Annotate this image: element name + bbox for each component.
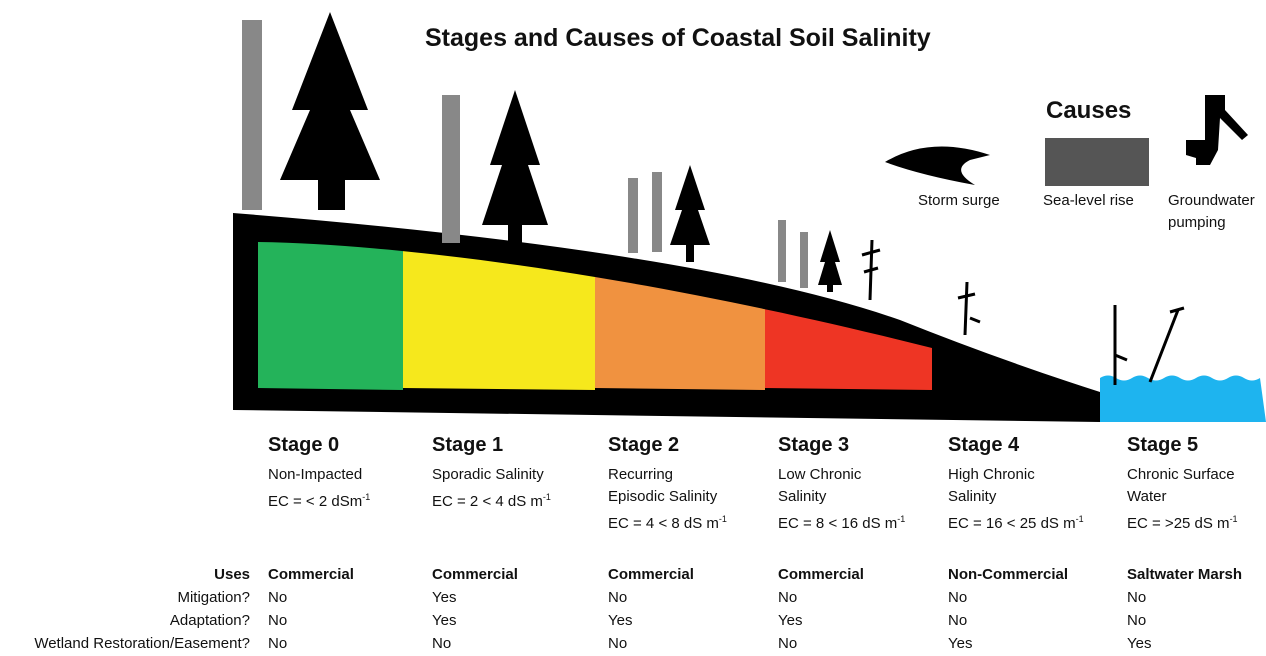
ec-exponent: -1 (1229, 514, 1238, 524)
storm-surge-icon (885, 146, 990, 185)
stage-name: Stage 3 (778, 434, 850, 456)
row-label: Mitigation? (177, 589, 250, 606)
use: Commercial (778, 566, 864, 583)
stage-description: Recurring (608, 466, 674, 483)
water (1100, 375, 1266, 422)
row-label: Uses (214, 566, 250, 583)
use: Saltwater Marsh (1127, 566, 1243, 583)
adaptation: No (948, 612, 968, 629)
mitigation: No (1127, 589, 1147, 606)
stage-description: High Chronic (948, 466, 1035, 483)
pump-icon (1186, 95, 1248, 165)
ec-exponent: -1 (897, 514, 906, 524)
cause: Groundwater pumping (1168, 192, 1255, 231)
causes-heading: Causes (1046, 97, 1132, 124)
stage-name: Stage 5 (1127, 434, 1199, 456)
dead-trees (861, 239, 1185, 385)
row-label: Adaptation? (169, 612, 250, 629)
adaptation: Yes (608, 612, 633, 629)
ec-text: EC = >25 dS m (1127, 515, 1230, 532)
stage-description: Water (1127, 488, 1167, 505)
wetland: No (268, 635, 288, 652)
ec-exponent: -1 (362, 492, 371, 502)
stage-ec: EC = >25 dS m-1 (1127, 508, 1238, 535)
trees (280, 12, 842, 292)
salinity-zone (765, 309, 932, 390)
use: Commercial (608, 566, 694, 583)
ec-text: EC = < 2 dSm (268, 493, 363, 510)
stage-description: Chronic Surface (1127, 466, 1235, 483)
ec-text: EC = 4 < 8 dS m (608, 515, 719, 532)
ec-exponent: -1 (718, 514, 727, 524)
adaptation: No (268, 612, 288, 629)
stage-ec: EC = 16 < 25 dS m-1 (948, 508, 1084, 535)
mitigation: Yes (432, 589, 457, 606)
adaptation: Yes (778, 612, 803, 629)
sea-level-icon (1045, 138, 1149, 186)
salinity-zone (258, 242, 403, 390)
salinity-zone (595, 276, 765, 390)
cause: Sea-level rise (1043, 192, 1134, 209)
mitigation: No (608, 589, 628, 606)
ec-text: EC = 16 < 25 dS m (948, 515, 1076, 532)
mitigation: No (948, 589, 968, 606)
mitigation: No (778, 589, 798, 606)
stage-ec: EC = 8 < 16 dS m-1 (778, 508, 905, 535)
stage-name: Stage 0 (268, 434, 340, 456)
stage-description: Non-Impacted (268, 466, 363, 483)
adaptation: No (1127, 612, 1147, 629)
stage-ec: EC = 2 < 4 dS m-1 (432, 486, 551, 513)
ec-text: EC = 8 < 16 dS m (778, 515, 898, 532)
stage-description: Salinity (778, 488, 827, 505)
grass (242, 20, 808, 288)
wetland: No (608, 635, 628, 652)
stage-description: Episodic Salinity (608, 488, 718, 505)
ec-text: EC = 2 < 4 dS m (432, 493, 543, 510)
wetland: No (778, 635, 798, 652)
wetland: Yes (948, 635, 973, 652)
wetland: No (432, 635, 452, 652)
salinity-zone (403, 251, 595, 390)
stage-description: Sporadic Salinity (432, 466, 544, 483)
title: Stages and Causes of Coastal Soil Salini… (425, 24, 931, 52)
cause: Storm surge (918, 192, 1000, 209)
stage-ec: EC = < 2 dSm-1 (268, 486, 370, 513)
adaptation: Yes (432, 612, 457, 629)
stage-description: Salinity (948, 488, 997, 505)
stage-name: Stage 2 (608, 434, 680, 456)
ec-exponent: -1 (1075, 514, 1084, 524)
row-label: Wetland Restoration/Easement? (34, 635, 250, 652)
use: Non-Commercial (948, 566, 1069, 583)
use: Commercial (268, 566, 354, 583)
stage-ec: EC = 4 < 8 dS m-1 (608, 508, 727, 535)
stage-description: Low Chronic (778, 466, 862, 483)
ec-exponent: -1 (542, 492, 551, 502)
wetland: Yes (1127, 635, 1152, 652)
mitigation: No (268, 589, 288, 606)
stage-name: Stage 1 (432, 434, 504, 456)
stage-name: Stage 4 (948, 434, 1020, 456)
use: Commercial (432, 566, 518, 583)
